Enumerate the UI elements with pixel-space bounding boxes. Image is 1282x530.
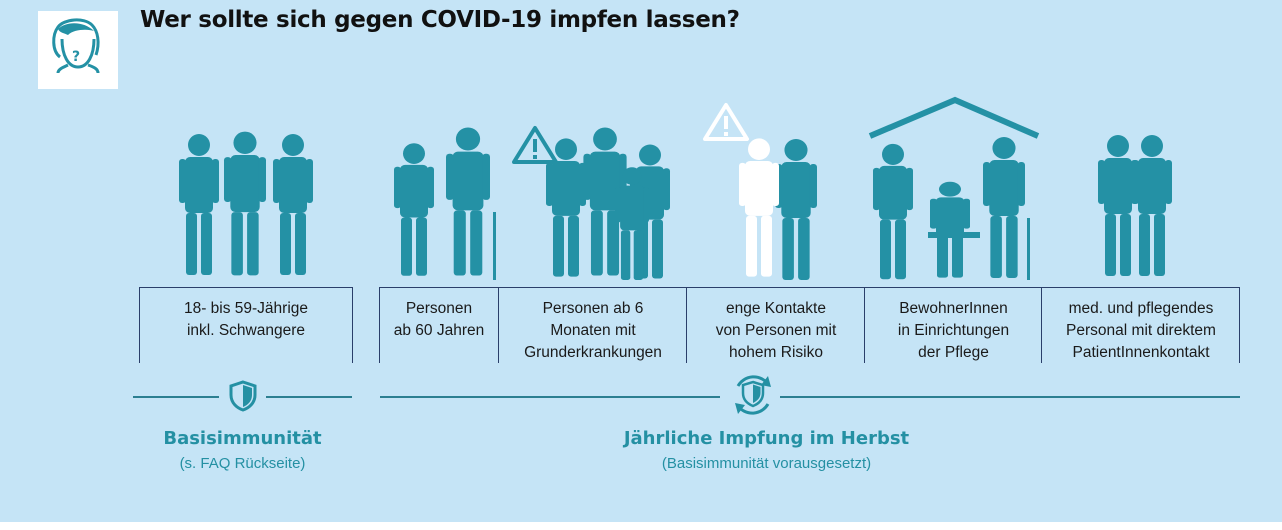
divider	[1041, 287, 1042, 363]
section-line	[380, 396, 720, 398]
section-line	[266, 396, 352, 398]
divider	[864, 287, 865, 363]
page-title: Wer sollte sich gegen COVID-19 impfen la…	[140, 7, 740, 33]
divider	[498, 287, 499, 363]
group-label-personal: med. und pflegendes Personal mit direktem…	[1066, 300, 1216, 361]
person-question-icon: ?	[52, 18, 100, 74]
warning-icon	[512, 126, 558, 164]
section-line	[780, 396, 1240, 398]
group-label-pflege: BewohnerInnen in Einrichtungen der Pflege	[897, 300, 1010, 361]
annual-sub: (Basisimmunität vorausgesetzt)	[661, 455, 872, 472]
group-label-kontakte: enge Kontakte von Personen mit hohem Risik…	[715, 300, 837, 361]
divider	[686, 287, 687, 363]
warning-icon	[703, 103, 749, 141]
group-label-grunderkrankungen: Personen ab 6 Monaten mit Grunderkrankunge…	[524, 300, 662, 361]
bracket-basis	[139, 287, 353, 363]
shield-icon	[229, 380, 257, 412]
logo-box: ?	[38, 11, 118, 89]
annual-heading: Jährliche Impfung im Herbst	[623, 428, 910, 449]
svg-text:?: ?	[72, 49, 80, 65]
bracket-annual	[379, 287, 1240, 363]
people-figures	[179, 96, 1172, 280]
shield-refresh-icon	[735, 375, 771, 415]
basis-sub: (s. FAQ Rückseite)	[179, 455, 306, 472]
group-label-60plus: Personen ab 60 Jahren	[393, 300, 485, 339]
group-label-18-59: 18- bis 59-Jährige inkl. Schwangere	[183, 300, 309, 339]
basis-heading: Basisimmunität	[163, 428, 322, 449]
section-line	[133, 396, 219, 398]
bottom-strip	[0, 522, 1282, 530]
